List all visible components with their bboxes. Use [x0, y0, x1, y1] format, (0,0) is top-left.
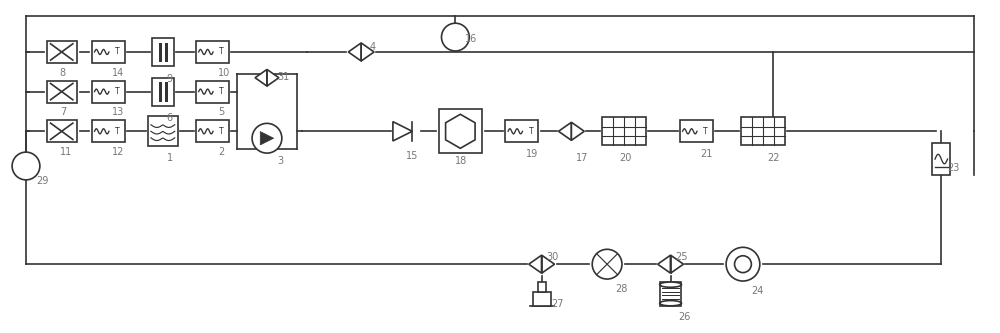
Text: T: T — [115, 127, 120, 136]
Text: 1: 1 — [167, 153, 173, 163]
Text: 3: 3 — [277, 156, 283, 166]
Polygon shape — [571, 122, 584, 140]
Bar — [92, 81, 125, 103]
Text: 6: 6 — [167, 114, 173, 124]
Text: 23: 23 — [947, 163, 960, 173]
Text: 29: 29 — [36, 176, 48, 186]
Bar — [741, 118, 785, 145]
Bar — [196, 121, 229, 142]
Polygon shape — [446, 114, 475, 148]
Bar — [148, 117, 178, 146]
Polygon shape — [658, 255, 671, 273]
Ellipse shape — [660, 301, 681, 306]
Polygon shape — [529, 255, 542, 273]
Text: T: T — [703, 127, 708, 136]
Text: 5: 5 — [218, 108, 225, 118]
Text: 20: 20 — [619, 153, 631, 163]
Circle shape — [441, 23, 469, 51]
Circle shape — [252, 123, 282, 153]
Ellipse shape — [660, 282, 681, 287]
Bar — [47, 81, 77, 103]
Text: 28: 28 — [615, 284, 627, 294]
Text: T: T — [115, 48, 120, 57]
Bar — [152, 38, 174, 66]
Text: 19: 19 — [526, 149, 538, 159]
Bar — [47, 121, 77, 142]
Polygon shape — [559, 122, 571, 140]
Text: 27: 27 — [552, 299, 564, 309]
Text: 18: 18 — [455, 156, 468, 166]
Text: T: T — [219, 127, 224, 136]
Polygon shape — [671, 255, 683, 273]
Polygon shape — [393, 122, 412, 141]
Circle shape — [12, 152, 40, 180]
Text: 25: 25 — [676, 252, 688, 262]
Text: 13: 13 — [112, 108, 125, 118]
Bar — [602, 118, 646, 145]
Text: 10: 10 — [218, 68, 231, 78]
Text: 30: 30 — [547, 252, 559, 262]
Polygon shape — [361, 43, 374, 61]
Text: 21: 21 — [700, 149, 713, 159]
Bar — [932, 143, 950, 175]
Bar — [660, 282, 681, 306]
Polygon shape — [260, 132, 274, 145]
Bar — [196, 41, 229, 63]
Polygon shape — [267, 69, 279, 86]
Bar — [92, 121, 125, 142]
Text: 31: 31 — [277, 72, 289, 82]
Text: 7: 7 — [60, 108, 66, 118]
Circle shape — [726, 247, 760, 281]
Bar — [47, 41, 77, 63]
Text: 2: 2 — [218, 147, 225, 157]
Polygon shape — [255, 69, 267, 86]
Bar — [533, 292, 551, 306]
Text: 26: 26 — [678, 312, 691, 322]
Text: 16: 16 — [465, 34, 478, 44]
Circle shape — [592, 249, 622, 279]
Text: 12: 12 — [112, 147, 125, 157]
Text: T: T — [115, 87, 120, 96]
Text: 9: 9 — [167, 74, 173, 84]
Text: 4: 4 — [369, 42, 375, 52]
Polygon shape — [348, 43, 361, 61]
Text: T: T — [219, 48, 224, 57]
Bar — [505, 121, 538, 142]
Polygon shape — [542, 255, 555, 273]
Bar — [538, 282, 546, 292]
Text: 14: 14 — [112, 68, 125, 78]
Bar — [680, 121, 713, 142]
Text: 11: 11 — [60, 147, 72, 157]
Text: T: T — [529, 127, 533, 136]
Text: 22: 22 — [768, 153, 780, 163]
Bar — [92, 41, 125, 63]
Text: 24: 24 — [751, 286, 763, 296]
Text: T: T — [219, 87, 224, 96]
Circle shape — [735, 256, 751, 273]
Bar — [152, 78, 174, 106]
Bar — [439, 110, 482, 153]
Text: 15: 15 — [406, 151, 418, 161]
Text: 8: 8 — [60, 68, 66, 78]
Bar — [196, 81, 229, 103]
Text: 17: 17 — [576, 153, 589, 163]
